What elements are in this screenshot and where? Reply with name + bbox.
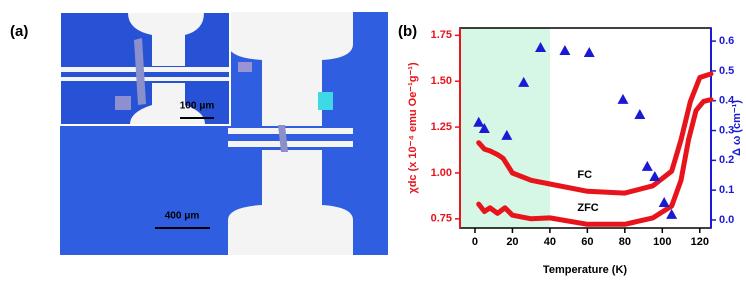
triangle-marker xyxy=(559,44,571,55)
panel-label: (a) xyxy=(10,23,28,40)
x-tick-label: 40 xyxy=(544,236,556,248)
y-tick-label: 1.25 xyxy=(431,121,452,133)
curve xyxy=(476,97,714,227)
y-tick-label: 1.00 xyxy=(431,167,452,179)
scale-label: 400 μm xyxy=(165,211,200,222)
curve xyxy=(476,71,714,196)
triangle-marker xyxy=(583,47,595,58)
x-tick-label: 0 xyxy=(472,236,478,248)
triangle-marker xyxy=(666,208,678,219)
y2-tick-label: 0.2 xyxy=(719,154,734,166)
y2-tick-label: 0.6 xyxy=(719,35,734,47)
y2-tick-label: 0.5 xyxy=(719,65,734,77)
y-tick-label: 0.75 xyxy=(431,213,452,225)
y2-tick-label: 0.0 xyxy=(719,214,734,226)
triangle-marker xyxy=(478,123,490,134)
x-tick-label: 120 xyxy=(691,236,709,248)
y2-tick-label: 0.1 xyxy=(719,184,734,196)
y-axis-label: χdc (x 10⁻⁴ emu Oe⁻¹g⁻¹) xyxy=(407,62,419,194)
triangle-marker xyxy=(535,41,547,52)
panel-label: (b) xyxy=(398,23,417,40)
x-tick-label: 20 xyxy=(506,236,518,248)
x-axis-label: Temperature (K) xyxy=(543,264,627,276)
triangle-marker xyxy=(649,171,661,182)
y2-tick-label: 0.4 xyxy=(719,95,735,107)
y-tick-label: 1.50 xyxy=(431,75,452,87)
x-tick-label: 60 xyxy=(581,236,593,248)
triangle-marker xyxy=(518,76,530,87)
y2-axis-label: Δ ω (cm⁻¹) xyxy=(731,100,743,156)
y-tick-label: 1.75 xyxy=(431,29,452,41)
inset-scale-label: 100 μm xyxy=(180,101,215,112)
triangle-marker xyxy=(634,109,646,120)
triangle-marker xyxy=(641,160,653,171)
triangle-marker xyxy=(617,93,629,104)
shaded-region xyxy=(460,28,550,228)
micrograph: 100 μm 400 μm xyxy=(59,11,388,255)
triangle-marker xyxy=(658,196,670,207)
curve-label: FC xyxy=(577,169,592,181)
triangle-marker xyxy=(473,116,485,127)
x-tick-label: 100 xyxy=(653,236,671,248)
curve-label: ZFC xyxy=(577,202,598,214)
y2-tick-label: 0.3 xyxy=(719,124,734,136)
triangle-marker xyxy=(501,129,513,140)
x-tick-label: 80 xyxy=(619,236,631,248)
